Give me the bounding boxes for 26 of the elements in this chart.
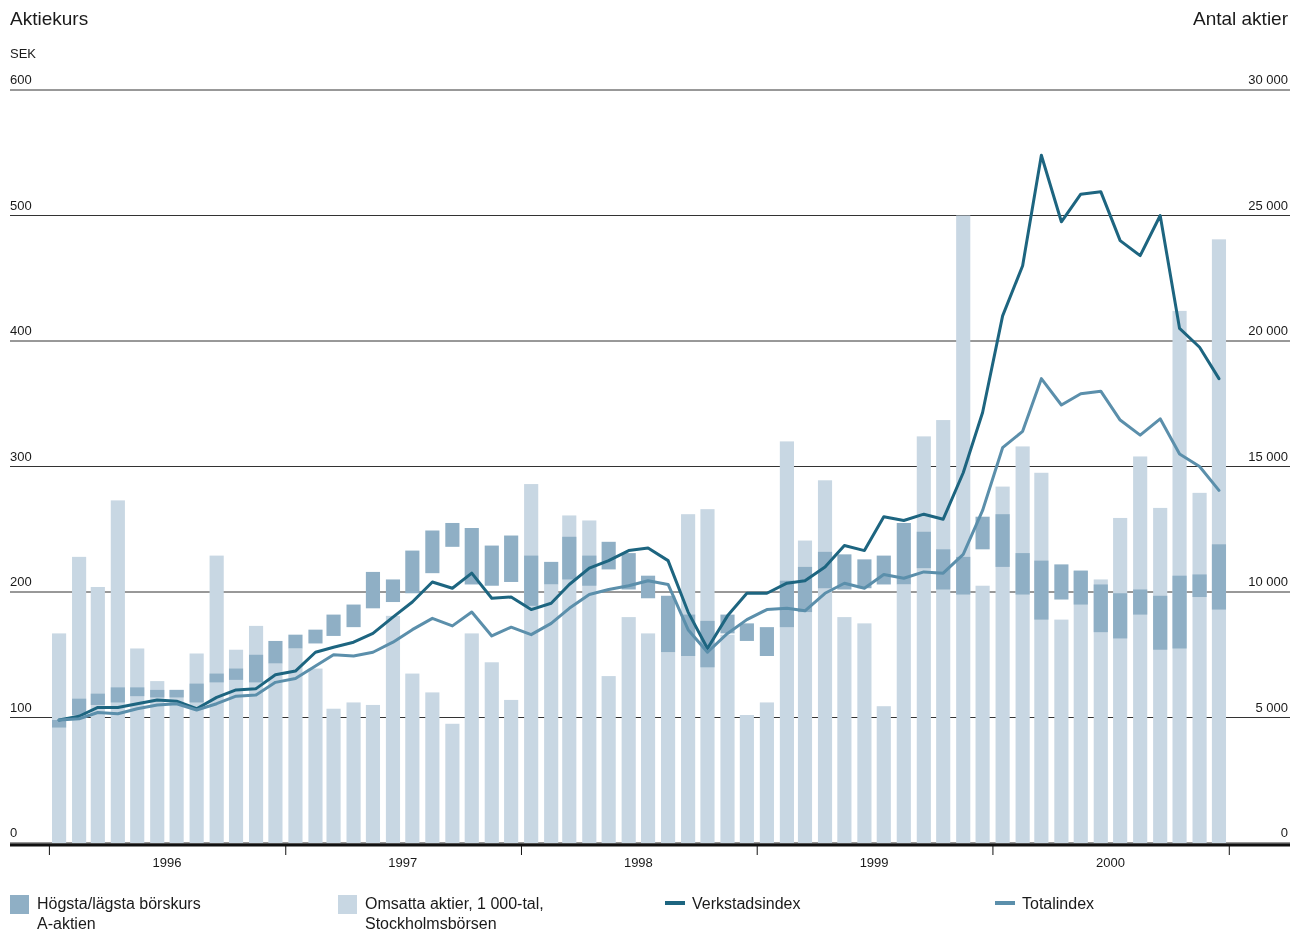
y2-tick-label: 0 <box>1280 825 1288 840</box>
y2-tick-label: 5 000 <box>1255 699 1288 715</box>
legend-label: Totalindex <box>1022 895 1095 912</box>
y-tick-label: 200 <box>10 574 32 589</box>
y2-tick-label: 20 000 <box>1248 323 1288 338</box>
y2-tick-label: 30 000 <box>1248 72 1288 87</box>
y-tick-label: 500 <box>10 197 32 213</box>
legend-label: Omsatta aktier, 1 000-tal, Stockholmsbörsen <box>365 895 544 932</box>
y-tick-label: 600 <box>10 72 32 87</box>
y2-tick-label: 25 000 <box>1248 197 1288 213</box>
y2-tick-label: 10 000 <box>1248 574 1288 589</box>
x-tick-label: 1999 <box>859 855 889 870</box>
y2-axis-title: Antal aktier <box>1192 8 1289 29</box>
x-tick-label: 1998 <box>623 855 653 870</box>
y-tick-label: 400 <box>10 323 32 338</box>
x-tick-label: 1997 <box>388 855 418 870</box>
y-tick-label: 0 <box>10 825 18 840</box>
y-tick-label: 300 <box>10 448 32 464</box>
y-tick-label: 100 <box>10 699 32 715</box>
x-tick-label: 2000 <box>1096 855 1125 870</box>
text: SEK <box>10 46 37 61</box>
y2-tick-label: 15 000 <box>1248 448 1288 464</box>
x-tick-label: 1996 <box>152 855 182 870</box>
y-axis-title: Aktiekurs <box>10 8 89 29</box>
legend-label: Högsta/lägsta börskurs A-aktien <box>37 895 201 932</box>
legend-label: Verkstadsindex <box>692 895 801 912</box>
